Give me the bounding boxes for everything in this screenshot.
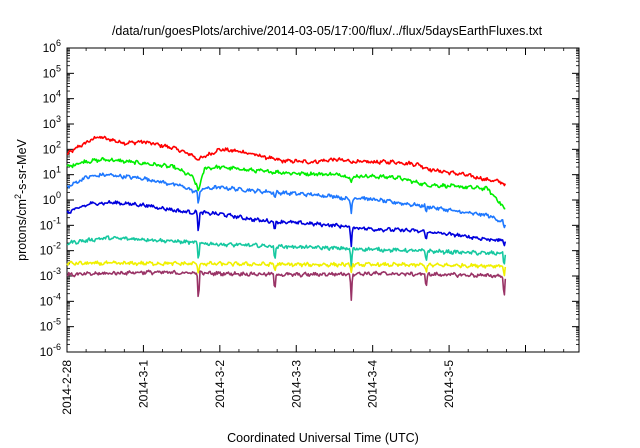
y-tick-exponent: -5 — [53, 317, 61, 327]
y-tick-exponent: -3 — [53, 266, 61, 276]
y-tick-label: 10-4 — [40, 291, 61, 308]
x-tick-label: 2014-3-3 — [289, 360, 303, 408]
y-tick-mantissa: 10 — [40, 294, 54, 308]
y-tick-label: 105 — [43, 63, 61, 80]
x-tick-label: 2014-3-4 — [366, 360, 380, 408]
y-axis-title-superscript: 2 — [13, 194, 23, 199]
y-tick-label: 10-5 — [40, 317, 61, 334]
y-tick-exponent: -1 — [53, 215, 61, 225]
y-tick-label: 104 — [43, 89, 61, 106]
y-tick-mantissa: 10 — [40, 320, 54, 334]
y-tick-exponent: 5 — [56, 63, 61, 73]
series-line — [67, 172, 507, 229]
y-tick-label: 10-3 — [40, 266, 61, 283]
y-tick-exponent: 1 — [56, 165, 61, 175]
series-line — [66, 260, 507, 277]
y-tick-mantissa: 10 — [43, 92, 57, 106]
series-line — [66, 156, 506, 210]
series-line — [67, 135, 507, 187]
y-tick-mantissa: 10 — [40, 269, 54, 283]
y-tick-label: 101 — [43, 165, 61, 182]
y-tick-exponent: -6 — [53, 342, 61, 352]
y-tick-mantissa: 10 — [40, 218, 54, 232]
y-tick-label: 106 — [43, 38, 61, 55]
y-tick-exponent: -4 — [53, 291, 61, 301]
y-tick-label: 10-1 — [40, 215, 61, 232]
plot-frame — [66, 47, 580, 353]
y-axis-title-prefix: protons/cm — [15, 199, 29, 261]
y-tick-exponent: -2 — [53, 241, 61, 251]
y-tick-label: 10-2 — [40, 241, 61, 258]
y-tick-exponent: 4 — [56, 89, 61, 99]
x-tick-label: 2014-3-2 — [213, 360, 227, 408]
y-axis-title: protons/cm2-s-sr-MeV — [13, 138, 29, 260]
y-tick-exponent: 3 — [56, 114, 61, 124]
y-tick-label: 100 — [43, 190, 61, 207]
y-tick-label: 102 — [43, 139, 61, 156]
series-line — [66, 269, 507, 302]
series-line — [66, 200, 507, 248]
y-tick-mantissa: 10 — [40, 345, 54, 359]
y-tick-mantissa: 10 — [43, 41, 57, 55]
x-axis-title: Coordinated Universal Time (UTC) — [227, 431, 419, 445]
x-tick-label: 2014-3-1 — [136, 360, 150, 408]
y-tick-mantissa: 10 — [40, 244, 54, 258]
ticks-layer: 10-610-510-410-310-210-11001011021031041… — [40, 38, 579, 415]
y-tick-mantissa: 10 — [43, 193, 57, 207]
y-tick-exponent: 2 — [56, 139, 61, 149]
y-tick-mantissa: 10 — [43, 66, 57, 80]
y-tick-exponent: 6 — [56, 38, 61, 48]
series-layer — [66, 135, 507, 302]
svg-text:protons/cm2-s-sr-MeV: protons/cm2-s-sr-MeV — [13, 138, 29, 260]
x-tick-label: 2014-2-28 — [60, 360, 74, 415]
y-tick-mantissa: 10 — [43, 168, 57, 182]
y-tick-label: 103 — [43, 114, 61, 131]
y-axis-title-suffix: -s-sr-MeV — [15, 138, 29, 194]
y-tick-exponent: 0 — [56, 190, 61, 200]
chart-title: /data/run/goesPlots/archive/2014-03-05/1… — [112, 24, 543, 38]
x-tick-label: 2014-3-5 — [442, 360, 456, 408]
y-tick-mantissa: 10 — [43, 142, 57, 156]
series-line — [66, 235, 507, 268]
y-tick-mantissa: 10 — [43, 117, 57, 131]
y-tick-label: 10-6 — [40, 342, 61, 359]
